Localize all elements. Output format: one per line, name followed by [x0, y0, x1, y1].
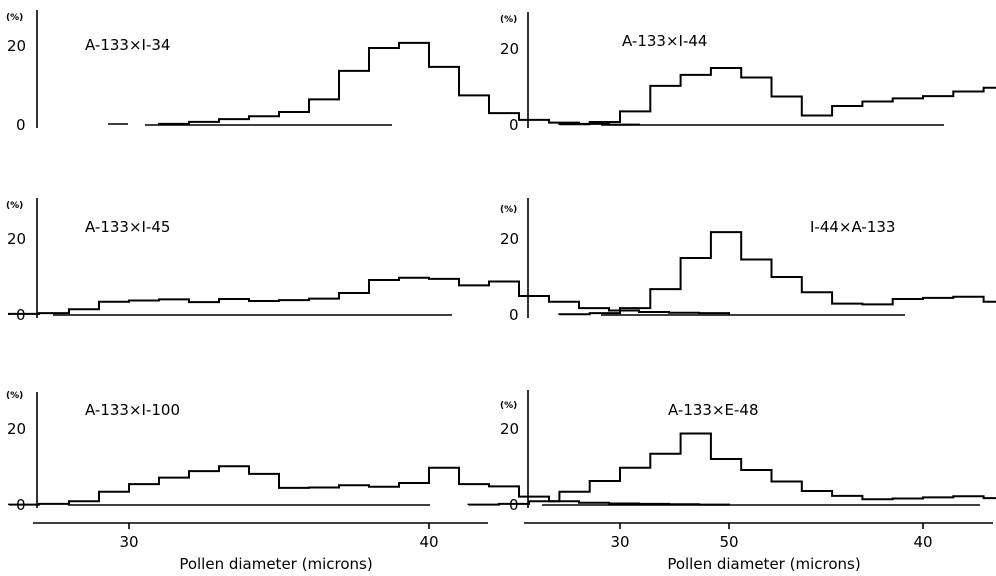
panel-3-y-unit: (%) — [6, 201, 23, 211]
panel-1: (%) 20 0 A-133×I-34 — [6, 10, 640, 134]
x-axis-right-ticks: 30 40 50 — [610, 523, 933, 551]
x-axis-left-label: Pollen diameter (microns) — [179, 555, 372, 573]
panel-3-ytick-0: 0 — [16, 306, 26, 324]
panel-3-title: A-133×I-45 — [85, 218, 170, 236]
panel-2-title: A-133×I-44 — [622, 32, 707, 50]
panel-2-ytick-0: 0 — [509, 116, 519, 134]
x-axis-right-label: Pollen diameter (microns) — [667, 555, 860, 573]
panel-3-histogram — [8, 276, 730, 315]
panel-2-y-unit: (%) — [500, 15, 517, 25]
x-tick-label: 40 — [913, 533, 932, 551]
panel-6: (%) 20 0 A-133×E-48 — [467, 390, 996, 514]
panel-4: (%) 20 0 I-44×A-133 — [500, 198, 996, 324]
panel-4-histogram — [558, 231, 996, 316]
panel-2-histogram — [558, 67, 996, 126]
x-tick-label: 30 — [610, 533, 629, 551]
panel-6-y-unit: (%) — [500, 401, 517, 411]
panel-4-ytick-0: 0 — [509, 306, 519, 324]
panel-5: (%) 20 0 A-133×I-100 — [6, 391, 730, 514]
panel-1-y-unit: (%) — [6, 13, 23, 23]
x-axis-left-ticks: 30 40 50 — [119, 523, 739, 551]
panel-6-title: A-133×E-48 — [668, 401, 759, 419]
panel-1-histogram — [158, 41, 640, 126]
panel-1-ytick-20: 20 — [7, 37, 26, 55]
panel-6-ytick-0: 0 — [509, 496, 519, 514]
panel-3-ytick-20: 20 — [7, 230, 26, 248]
panel-1-ytick-0: 0 — [16, 116, 26, 134]
panel-4-y-unit: (%) — [500, 205, 517, 215]
panel-1-title: A-133×I-34 — [85, 36, 170, 54]
panel-4-ytick-20: 20 — [500, 230, 519, 248]
x-axis-left: 30 40 50 Pollen diameter (microns) — [33, 522, 739, 573]
panel-5-title: A-133×I-100 — [85, 401, 180, 419]
x-tick-label: 50 — [719, 533, 738, 551]
panel-5-y-unit: (%) — [6, 391, 23, 401]
x-axis-right: 30 40 50 Pollen diameter (microns) — [524, 522, 993, 573]
panel-2-ytick-20: 20 — [500, 40, 519, 58]
panel-4-title: I-44×A-133 — [810, 218, 895, 236]
x-tick-label: 30 — [119, 533, 138, 551]
panel-6-histogram — [467, 432, 996, 506]
panel-3: (%) 20 0 A-133×I-45 — [6, 198, 730, 324]
panel-2: (%) 20 0 A-133×I-44 — [500, 12, 996, 134]
panel-6-ytick-20: 20 — [500, 420, 519, 438]
x-tick-label: 40 — [419, 533, 438, 551]
panel-5-ytick-20: 20 — [7, 420, 26, 438]
panel-5-histogram — [8, 465, 730, 506]
